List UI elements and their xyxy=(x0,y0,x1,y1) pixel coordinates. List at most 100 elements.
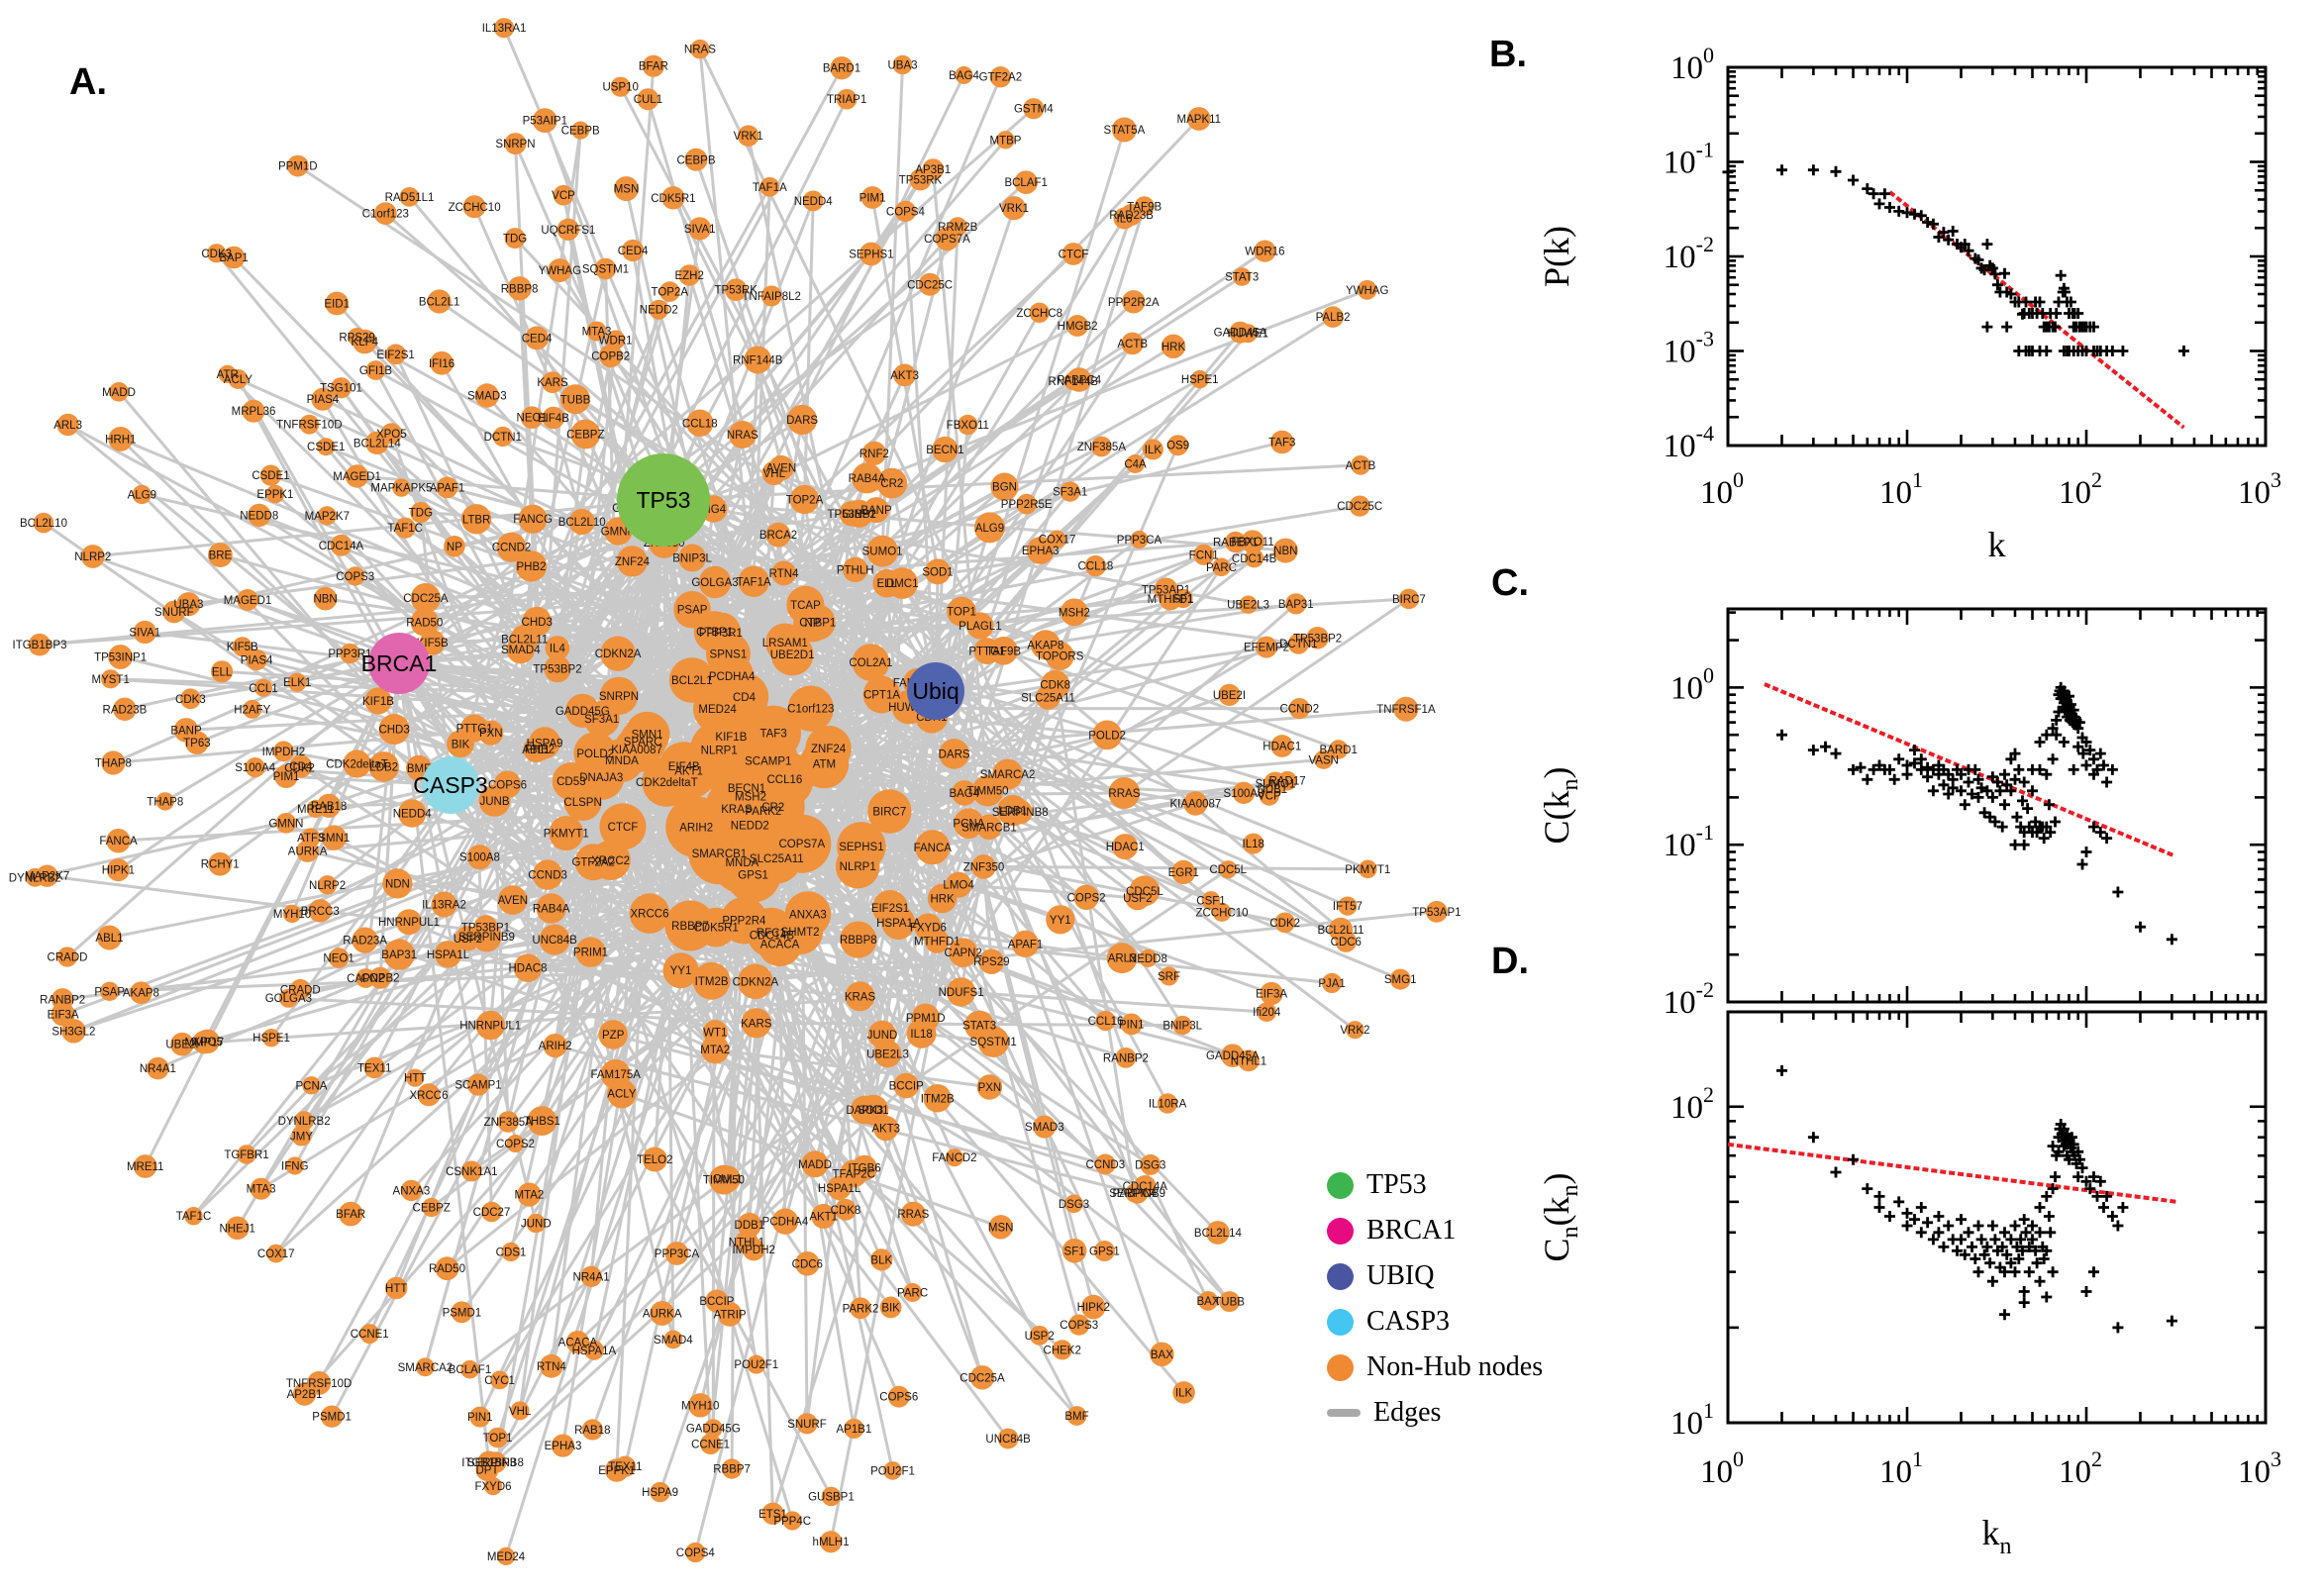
svg-text:RCHY1: RCHY1 xyxy=(201,859,240,871)
svg-text:BIRC7: BIRC7 xyxy=(1392,594,1426,606)
svg-text:BRE: BRE xyxy=(209,550,233,562)
svg-text:CCNE1: CCNE1 xyxy=(691,1439,730,1450)
svg-text:DCTN1: DCTN1 xyxy=(1279,639,1317,650)
svg-text:HSPA1A: HSPA1A xyxy=(572,1346,617,1357)
svg-text:XRCC6: XRCC6 xyxy=(410,1090,449,1102)
svg-text:PTTG1: PTTG1 xyxy=(968,647,1005,658)
svg-text:EPPK1: EPPK1 xyxy=(598,1465,635,1477)
svg-text:TP53AP1: TP53AP1 xyxy=(1412,907,1461,919)
svg-text:TOPORS: TOPORS xyxy=(1036,651,1084,663)
node-swatch-icon xyxy=(1327,1217,1354,1245)
svg-text:PABPC4: PABPC4 xyxy=(1113,1188,1158,1200)
svg-text:IL4: IL4 xyxy=(550,644,566,655)
svg-text:THAP8: THAP8 xyxy=(95,758,132,770)
svg-text:CDC27: CDC27 xyxy=(473,1207,511,1219)
svg-text:PCDHA4: PCDHA4 xyxy=(709,671,756,683)
hub-tp53: TP53 xyxy=(617,453,710,547)
svg-text:CDK5R1: CDK5R1 xyxy=(694,923,739,935)
svg-text:LTBR: LTBR xyxy=(462,514,491,526)
svg-text:GOLGA3: GOLGA3 xyxy=(691,577,738,589)
svg-text:NP: NP xyxy=(447,542,462,553)
svg-text:HRK: HRK xyxy=(930,894,955,906)
svg-text:TAF1C: TAF1C xyxy=(387,523,423,535)
svg-text:EFEMP2: EFEMP2 xyxy=(1244,643,1289,654)
svg-text:RAD23A: RAD23A xyxy=(343,936,387,948)
svg-text:NLRP1: NLRP1 xyxy=(840,861,876,873)
svg-text:MNDA: MNDA xyxy=(725,857,758,869)
svg-text:TGFBR1: TGFBR1 xyxy=(224,1149,268,1161)
svg-text:NBN: NBN xyxy=(1273,546,1297,557)
svg-text:MAGED1: MAGED1 xyxy=(224,595,272,607)
svg-text:UBA3: UBA3 xyxy=(887,60,917,72)
panel-label-a: A. xyxy=(69,61,107,103)
svg-text:VRK1: VRK1 xyxy=(999,203,1029,215)
svg-text:CUL1: CUL1 xyxy=(634,94,662,106)
svg-text:BECN1: BECN1 xyxy=(728,783,765,795)
svg-text:IL18: IL18 xyxy=(1243,839,1264,850)
svg-text:HNRNPUL1: HNRNPUL1 xyxy=(378,917,440,929)
svg-text:AVEN: AVEN xyxy=(498,895,528,907)
network-nodes: TP53RK KIAA0087 THAP8 CDC14B DSG3 NTHL1 CEBPZ V… xyxy=(9,18,1462,1565)
legend-item-label: TP53 xyxy=(1366,1169,1427,1200)
svg-text:SRF: SRF xyxy=(1158,971,1180,983)
protein-network-panel: TP53RK KIAA0087 THAP8 CDC14B DSG3 NTHL1 CEBPZ V… xyxy=(9,18,1462,1565)
svg-text:IMPDH2: IMPDH2 xyxy=(732,1245,774,1256)
svg-text:103: 103 xyxy=(2238,1446,2281,1490)
svg-text:DSG3: DSG3 xyxy=(1059,1199,1089,1211)
svg-text:CASP3: CASP3 xyxy=(413,772,487,798)
svg-text:ABL1: ABL1 xyxy=(522,745,550,756)
svg-text:ITM2B: ITM2B xyxy=(921,1093,955,1105)
svg-text:TAF9B: TAF9B xyxy=(1127,201,1162,213)
svg-text:BFAR: BFAR xyxy=(639,61,668,73)
svg-text:TP53AP1: TP53AP1 xyxy=(1142,585,1190,597)
svg-text:TP53BP1: TP53BP1 xyxy=(827,509,875,521)
svg-text:PPP2R5E: PPP2R5E xyxy=(1001,499,1053,511)
svg-text:SPARC: SPARC xyxy=(624,737,662,748)
svg-text:TNFRSF10D: TNFRSF10D xyxy=(276,420,342,432)
svg-text:MAP2K7: MAP2K7 xyxy=(305,511,350,523)
svg-text:ELL: ELL xyxy=(876,578,897,590)
svg-text:PPP4C: PPP4C xyxy=(773,1516,811,1528)
svg-text:PRIM1: PRIM1 xyxy=(573,948,608,959)
legend-item-label: CASP3 xyxy=(1366,1306,1451,1337)
svg-text:KIAA0087: KIAA0087 xyxy=(1170,799,1222,811)
svg-text:TNFRSF10D: TNFRSF10D xyxy=(286,1378,352,1390)
svg-text:COPS6: COPS6 xyxy=(488,779,527,791)
svg-text:MED24: MED24 xyxy=(487,1551,526,1563)
svg-text:NEDD8: NEDD8 xyxy=(1129,953,1167,965)
svg-text:ARL3: ARL3 xyxy=(53,420,82,432)
svg-text:PSAP: PSAP xyxy=(677,605,708,617)
svg-text:SIVA1: SIVA1 xyxy=(129,628,160,640)
svg-text:TOP1: TOP1 xyxy=(947,607,976,619)
svg-text:PABPC4: PABPC4 xyxy=(1058,375,1102,387)
svg-text:SMN1: SMN1 xyxy=(318,833,350,845)
svg-text:YWHAG: YWHAG xyxy=(539,265,582,277)
svg-text:GTF2A2: GTF2A2 xyxy=(571,857,614,869)
svg-text:RFC1: RFC1 xyxy=(757,928,786,940)
svg-text:PKMYT1: PKMYT1 xyxy=(1345,864,1390,876)
svg-text:XRCC2: XRCC2 xyxy=(591,855,630,867)
svg-text:BANP: BANP xyxy=(170,725,202,737)
svg-text:10-2: 10-2 xyxy=(1664,232,1714,275)
svg-text:UBE2I: UBE2I xyxy=(1213,690,1246,702)
svg-text:PARK2: PARK2 xyxy=(843,1303,879,1315)
svg-text:GADD45G: GADD45G xyxy=(556,706,610,718)
svg-text:IFI16: IFI16 xyxy=(429,358,454,370)
svg-text:SCAMP1: SCAMP1 xyxy=(745,756,791,768)
svg-text:BCL2L14: BCL2L14 xyxy=(354,438,402,449)
svg-text:TRIAP1: TRIAP1 xyxy=(827,94,866,106)
svg-text:CDK3: CDK3 xyxy=(175,694,206,706)
svg-text:MSN: MSN xyxy=(614,184,640,196)
svg-text:BAG4: BAG4 xyxy=(949,70,979,82)
svg-text:PLAGL1: PLAGL1 xyxy=(959,621,1001,633)
svg-text:ZCCHC8: ZCCHC8 xyxy=(1016,308,1062,320)
svg-text:WT1: WT1 xyxy=(703,1027,727,1039)
svg-text:RAB18: RAB18 xyxy=(574,1425,610,1437)
svg-text:ALG9: ALG9 xyxy=(128,489,156,501)
svg-text:UNC84B: UNC84B xyxy=(985,1434,1031,1446)
svg-text:KRAS: KRAS xyxy=(721,804,753,816)
svg-text:NBN: NBN xyxy=(313,594,337,606)
svg-text:JMY: JMY xyxy=(290,1131,313,1143)
svg-text:PIAS4: PIAS4 xyxy=(241,654,273,666)
svg-text:CDKN2A: CDKN2A xyxy=(733,976,779,988)
